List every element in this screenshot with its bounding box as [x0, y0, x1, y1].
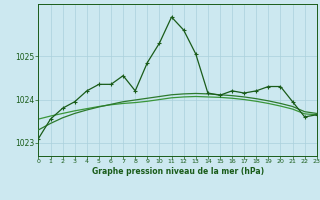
X-axis label: Graphe pression niveau de la mer (hPa): Graphe pression niveau de la mer (hPa)	[92, 167, 264, 176]
